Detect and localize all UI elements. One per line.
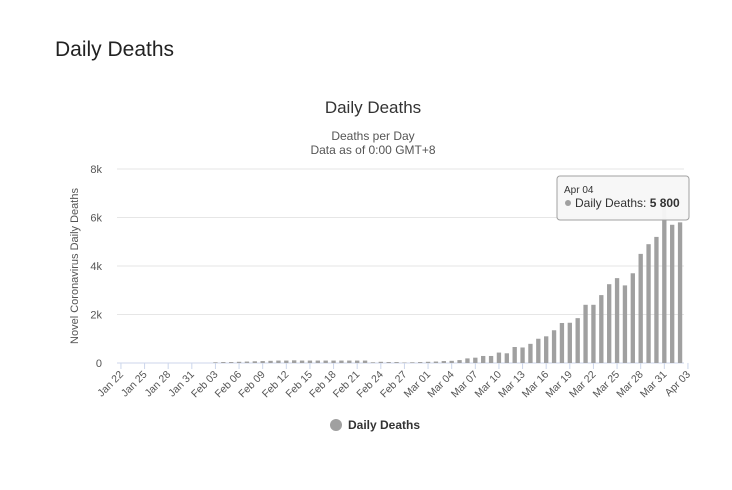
bar[interactable]	[355, 360, 360, 363]
bar[interactable]	[591, 304, 596, 363]
legend[interactable]: Daily Deaths	[330, 418, 420, 432]
bar[interactable]	[614, 278, 620, 364]
tooltip-box	[556, 175, 690, 221]
bar[interactable]	[323, 360, 328, 363]
bar[interactable]	[536, 338, 541, 363]
bar[interactable]	[315, 360, 320, 363]
bar[interactable]	[654, 236, 659, 363]
bar[interactable]	[307, 360, 313, 363]
bar[interactable]	[457, 360, 462, 363]
y-tick-label: 8k	[90, 164, 102, 176]
bar[interactable]	[630, 273, 635, 363]
bar[interactable]	[607, 284, 612, 363]
bar[interactable]	[252, 361, 257, 363]
tooltip-marker	[565, 200, 571, 206]
tooltip: Apr 04 Daily Deaths: 5 800	[556, 175, 690, 221]
bar[interactable]	[418, 362, 423, 363]
bar[interactable]	[244, 361, 250, 363]
bar[interactable]	[378, 361, 383, 363]
bar[interactable]	[662, 200, 667, 363]
bar[interactable]	[646, 244, 651, 363]
bar[interactable]	[488, 355, 494, 363]
bar[interactable]	[331, 360, 336, 363]
bar[interactable]	[441, 361, 446, 363]
bar[interactable]	[473, 357, 478, 363]
tooltip-date: Apr 04	[564, 185, 594, 196]
bar[interactable]	[347, 360, 352, 363]
y-tick-label: 0	[96, 358, 102, 370]
bar[interactable]	[559, 322, 565, 363]
y-tick-label: 2k	[90, 310, 102, 322]
bar[interactable]	[599, 295, 604, 363]
bar[interactable]	[567, 322, 572, 363]
bar[interactable]	[481, 355, 486, 363]
bar[interactable]	[276, 360, 281, 363]
bar[interactable]	[339, 360, 344, 363]
bar[interactable]	[425, 361, 431, 363]
legend-marker	[330, 419, 342, 431]
x-tick-label: Mar 31	[638, 369, 670, 401]
x-tick-label: Apr 03	[663, 369, 693, 399]
bar[interactable]	[504, 353, 509, 363]
bar[interactable]	[583, 304, 588, 363]
bar[interactable]	[410, 362, 415, 363]
bar[interactable]	[622, 285, 628, 363]
y-tick-label: 6k	[90, 213, 102, 225]
bar[interactable]	[221, 362, 226, 363]
bar[interactable]	[268, 360, 273, 363]
bar[interactable]	[677, 222, 683, 363]
bar[interactable]	[670, 224, 675, 363]
bar[interactable]	[496, 352, 502, 363]
bar[interactable]	[386, 362, 391, 363]
bar[interactable]	[551, 330, 557, 363]
bar[interactable]	[465, 358, 470, 363]
chart-subtitle-1: Deaths per Day	[331, 129, 414, 143]
bar[interactable]	[520, 347, 525, 363]
chart-subtitle-2: Data as of 0:00 GMT+8	[310, 143, 435, 157]
bar[interactable]	[236, 361, 242, 363]
bar[interactable]	[512, 347, 517, 363]
tooltip-series: Daily Deaths: 5 800	[575, 196, 680, 210]
bar[interactable]	[292, 360, 297, 363]
bar[interactable]	[370, 362, 376, 363]
bar[interactable]	[213, 362, 218, 363]
bar[interactable]	[544, 336, 549, 363]
bars-layer	[213, 200, 683, 364]
grid-layer: 0 2k 4k 6k 8k	[90, 164, 684, 370]
legend-label: Daily Deaths	[348, 418, 420, 432]
y-axis-label: Novel Coronavirus Daily Deaths	[69, 188, 81, 344]
bar[interactable]	[575, 318, 580, 363]
tooltip-value: 5 800	[650, 196, 680, 210]
page-heading: Daily Deaths	[55, 38, 175, 61]
bar[interactable]	[284, 360, 289, 363]
bar[interactable]	[362, 360, 368, 363]
bar[interactable]	[299, 360, 305, 363]
bar[interactable]	[638, 253, 643, 364]
bar[interactable]	[260, 361, 265, 363]
bar[interactable]	[433, 361, 439, 363]
y-tick-label: 4k	[90, 261, 102, 273]
bar[interactable]	[229, 362, 234, 363]
bar[interactable]	[449, 360, 454, 363]
bar[interactable]	[528, 343, 533, 363]
bar[interactable]	[394, 362, 399, 363]
chart-title: Daily Deaths	[325, 98, 421, 117]
